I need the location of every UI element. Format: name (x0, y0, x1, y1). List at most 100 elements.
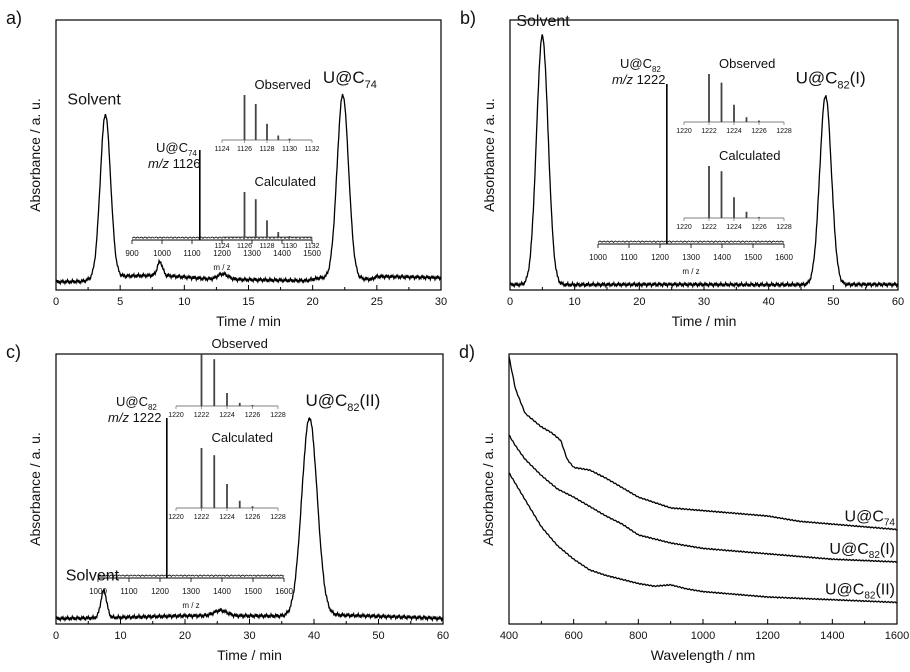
x-tick-label: 15 (242, 296, 254, 308)
ms-tick-label: 1200 (213, 249, 231, 258)
y-axis-label: Absorbance / a. u. (481, 98, 497, 212)
isotope-tick-label: 1224 (726, 128, 742, 135)
spectrum-line (508, 472, 898, 604)
x-tick-label: 800 (629, 630, 647, 642)
peak-label: U@C82(II) (305, 391, 380, 414)
x-tick-label: 10 (114, 630, 126, 642)
x-tick-label: 5 (117, 296, 123, 308)
ms-peak-label: U@C82 (116, 394, 157, 412)
ms-tick-label: 1400 (213, 587, 231, 596)
x-tick-label: 1600 (885, 630, 909, 642)
x-tick-label: 50 (372, 630, 384, 642)
ms-tick-label: 1200 (651, 253, 669, 262)
isotope-tick-label: 1226 (751, 128, 767, 135)
x-tick-label: 20 (633, 296, 645, 308)
chromatogram-line (55, 416, 444, 623)
ms-noise (597, 240, 785, 244)
ms-tick-label: 1200 (151, 587, 169, 596)
x-axis-label: Time / min (217, 647, 282, 663)
x-tick-label: 40 (763, 296, 775, 308)
isotope-tick-label: 1128 (259, 243, 274, 250)
ms-tick-label: 1000 (89, 587, 107, 596)
spectrum-line (508, 434, 898, 564)
ms-xlabel: m / z (682, 267, 699, 276)
panel-d: d) 400 600 800 1000 1200 1400 1600 Wavelength / … (459, 342, 909, 663)
isotope-inset-observed: 1124 1126 1128 1130 1132 Observed (214, 77, 319, 153)
ms-xlabel: m / z (213, 263, 230, 272)
isotope-tick-label: 1130 (282, 243, 297, 250)
isotope-tick-label: 1224 (219, 514, 235, 521)
x-tick-label: 400 (500, 630, 518, 642)
ms-inset: 900 1000 1100 1200 1300 1400 1500 m / z U@C74m/z… (125, 77, 321, 272)
x-tick-label: 30 (435, 296, 447, 308)
panel-label: d) (459, 342, 475, 362)
chromatogram-line (509, 34, 899, 289)
isotope-tick-label: 1220 (676, 128, 692, 135)
ms-mz-label: m/z 1222 (108, 410, 161, 425)
isotope-tick-label: 1132 (304, 243, 319, 250)
isotope-inset-observed: 1220 1222 1224 1226 1228 Observed (168, 336, 286, 419)
x-tick-label: 30 (243, 630, 255, 642)
isotope-inset-calculated: 1220 1222 1224 1226 1228 Calculated (168, 430, 286, 521)
isotope-tick-label: 1228 (270, 412, 286, 419)
x-tick-label: 60 (892, 296, 904, 308)
x-tick-label: 1200 (755, 630, 779, 642)
ms-tick-label: 1300 (682, 253, 700, 262)
x-tick-label: 1000 (691, 630, 715, 642)
panel-b: b) 0 10 20 30 40 50 60 Time / min Absorbance / a.… (460, 8, 904, 329)
x-tick-label: 600 (564, 630, 582, 642)
ms-noise (97, 574, 285, 578)
isotope-title: Calculated (719, 148, 780, 163)
x-tick-label: 10 (569, 296, 581, 308)
panel-label: a) (6, 8, 22, 28)
isotope-tick-label: 1130 (282, 146, 297, 153)
ms-inset: 1000 1100 1200 1300 1400 1500 1600 m / z U@C82m/… (589, 56, 793, 276)
isotope-tick-label: 1132 (304, 146, 319, 153)
isotope-inset-calculated: 1124 1126 1128 1130 1132 Calculated (214, 174, 319, 250)
x-tick-label: 40 (308, 630, 320, 642)
isotope-tick-label: 1228 (776, 128, 792, 135)
isotope-tick-label: 1124 (214, 243, 229, 250)
isotope-inset-calculated: 1220 1222 1224 1226 1228 Calculated (676, 148, 792, 231)
ms-inset: 1000 1100 1200 1300 1400 1500 1600 m / z U@C82m/… (89, 336, 293, 610)
ms-tick-label: 1300 (243, 249, 261, 258)
panel-label: b) (460, 8, 476, 28)
ms-tick-label: 1500 (244, 587, 262, 596)
ms-mz-label: m/z 1126 (148, 156, 201, 171)
ms-tick-label: 1000 (153, 249, 171, 258)
isotope-tick-label: 1228 (270, 514, 286, 521)
isotope-title: Observed (212, 336, 268, 351)
series-label: U@C82(I) (829, 541, 895, 561)
isotope-title: Observed (719, 56, 775, 71)
x-tick-label: 1400 (820, 630, 844, 642)
isotope-tick-label: 1224 (726, 224, 742, 231)
plot-frame (509, 19, 899, 291)
isotope-tick-label: 1226 (245, 412, 261, 419)
x-tick-label: 10 (178, 296, 190, 308)
isotope-tick-label: 1222 (701, 224, 717, 231)
isotope-tick-label: 1220 (676, 224, 692, 231)
isotope-tick-label: 1128 (259, 146, 274, 153)
chromatogram-line (55, 93, 442, 286)
isotope-tick-label: 1220 (168, 514, 184, 521)
isotope-tick-label: 1126 (237, 146, 252, 153)
x-tick-label: 0 (53, 296, 59, 308)
ms-tick-label: 1500 (744, 253, 762, 262)
ms-tick-label: 1600 (275, 587, 293, 596)
ms-tick-label: 1000 (589, 253, 607, 262)
x-axis-label: Time / min (216, 313, 281, 329)
ms-peak-label: U@C82 (620, 56, 661, 74)
solvent-label: Solvent (67, 91, 121, 108)
isotope-inset-observed: 1220 1222 1224 1226 1228 Observed (676, 56, 792, 135)
ms-peak-label: U@C74 (156, 140, 197, 158)
isotope-tick-label: 1226 (245, 514, 261, 521)
panel-c: c) 0 10 20 30 40 50 60 Time / min Absorbance / a.… (6, 336, 449, 663)
isotope-tick-label: 1222 (194, 412, 210, 419)
x-tick-label: 25 (371, 296, 383, 308)
ms-tick-label: 1400 (713, 253, 731, 262)
x-tick-label: 60 (437, 630, 449, 642)
isotope-title: Calculated (212, 430, 273, 445)
solvent-label: Solvent (516, 13, 570, 30)
series-label: U@C82(II) (825, 581, 895, 601)
ms-tick-label: 1100 (183, 249, 201, 258)
